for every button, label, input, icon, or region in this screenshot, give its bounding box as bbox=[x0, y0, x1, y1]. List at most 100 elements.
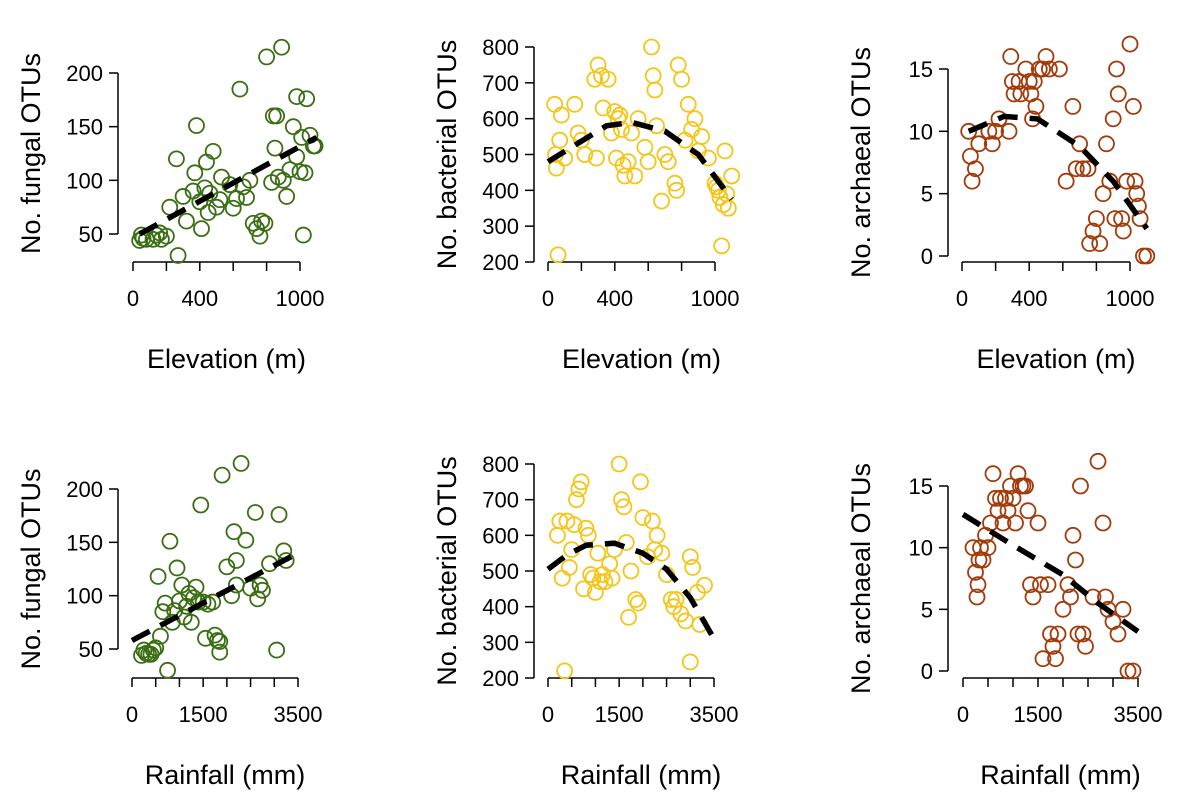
data-point bbox=[970, 135, 988, 153]
data-point bbox=[589, 544, 607, 562]
data-point bbox=[1094, 514, 1112, 532]
x-tick-label: 0 bbox=[126, 702, 138, 727]
data-point bbox=[168, 150, 185, 168]
data-point bbox=[156, 594, 174, 612]
data-point bbox=[1126, 172, 1144, 190]
y-tick-label: 10 bbox=[909, 119, 933, 144]
data-point bbox=[152, 230, 170, 248]
trend-line bbox=[546, 540, 717, 641]
data-point bbox=[1064, 526, 1082, 544]
data-point bbox=[968, 588, 986, 606]
data-point bbox=[1114, 222, 1132, 240]
data-point bbox=[587, 584, 604, 601]
data-point bbox=[1047, 650, 1064, 668]
data-point bbox=[211, 191, 229, 209]
data-point bbox=[594, 99, 612, 117]
data-point bbox=[588, 149, 605, 167]
data-point bbox=[268, 641, 286, 659]
data-point bbox=[1034, 60, 1052, 78]
y-tick-label: 5 bbox=[921, 597, 933, 622]
y-tick-label: 500 bbox=[482, 143, 519, 168]
data-point bbox=[566, 95, 584, 113]
data-point bbox=[1020, 73, 1038, 90]
trend-line bbox=[546, 119, 734, 201]
y-tick-label: 100 bbox=[66, 168, 103, 193]
data-point bbox=[1004, 73, 1021, 90]
data-point bbox=[627, 591, 645, 608]
data-point bbox=[589, 56, 607, 74]
data-point bbox=[1029, 514, 1047, 532]
data-point bbox=[213, 466, 231, 484]
data-point bbox=[1067, 551, 1084, 569]
data-point bbox=[238, 189, 255, 206]
y-tick-label: 150 bbox=[66, 115, 103, 140]
data-point bbox=[159, 661, 176, 679]
data-point bbox=[643, 38, 660, 56]
x-axis-title: Elevation (m) bbox=[562, 344, 721, 374]
data-point bbox=[232, 454, 250, 472]
data-point bbox=[149, 568, 167, 585]
data-point bbox=[599, 70, 617, 88]
data-point bbox=[1034, 650, 1052, 668]
data-point bbox=[716, 142, 734, 160]
data-point bbox=[193, 220, 210, 238]
data-point bbox=[1114, 600, 1132, 618]
data-point bbox=[1097, 588, 1114, 606]
data-point bbox=[546, 95, 564, 113]
data-point bbox=[668, 181, 685, 199]
data-point bbox=[970, 551, 988, 569]
data-point bbox=[1074, 625, 1092, 643]
data-point bbox=[154, 603, 172, 621]
x-axis-title: Rainfall (mm) bbox=[561, 760, 722, 790]
data-point bbox=[1106, 210, 1124, 228]
data-point bbox=[666, 174, 684, 192]
data-point bbox=[1057, 172, 1075, 190]
data-point bbox=[293, 128, 311, 146]
data-point bbox=[204, 142, 222, 160]
data-point bbox=[1072, 477, 1089, 495]
data-point bbox=[231, 80, 249, 98]
y-tick-label: 600 bbox=[482, 107, 519, 132]
data-point bbox=[601, 555, 619, 573]
data-point bbox=[1042, 625, 1059, 643]
data-point bbox=[192, 496, 210, 514]
data-point bbox=[288, 88, 306, 106]
data-point bbox=[696, 576, 713, 594]
data-point bbox=[643, 512, 661, 530]
data-point bbox=[1077, 637, 1094, 655]
data-point bbox=[575, 580, 592, 598]
data-point bbox=[632, 473, 649, 491]
y-tick-label: 15 bbox=[909, 57, 933, 82]
x-tick-label: 0 bbox=[957, 702, 969, 727]
data-point bbox=[157, 227, 175, 245]
data-point bbox=[967, 160, 984, 178]
data-point bbox=[623, 124, 640, 142]
data-point bbox=[963, 172, 981, 190]
y-tick-label: 50 bbox=[79, 637, 103, 662]
data-point bbox=[144, 641, 162, 659]
data-point bbox=[264, 107, 282, 125]
data-point bbox=[296, 164, 314, 182]
data-point bbox=[629, 594, 647, 612]
data-point bbox=[565, 516, 583, 534]
data-point bbox=[1084, 588, 1102, 606]
data-point bbox=[1109, 625, 1127, 643]
data-point bbox=[1091, 235, 1109, 252]
x-tick-label: 0 bbox=[542, 702, 554, 727]
data-point bbox=[960, 122, 978, 140]
data-point bbox=[679, 95, 697, 113]
data-point bbox=[152, 627, 169, 645]
data-point bbox=[614, 156, 632, 174]
data-point bbox=[556, 662, 573, 680]
data-point bbox=[659, 153, 677, 171]
data-point bbox=[161, 532, 179, 550]
y-tick-label: 300 bbox=[482, 630, 519, 655]
x-tick-label: 0 bbox=[956, 286, 968, 311]
data-point bbox=[221, 176, 239, 194]
data-point bbox=[683, 121, 701, 138]
y-tick-label: 200 bbox=[482, 666, 519, 691]
panel-bacterial-elevation: 200 300 400 500 600 700 800 0 400 1000 Elevation (… bbox=[432, 35, 741, 374]
data-point bbox=[681, 653, 699, 671]
data-point bbox=[278, 188, 296, 205]
data-point bbox=[1124, 98, 1142, 115]
